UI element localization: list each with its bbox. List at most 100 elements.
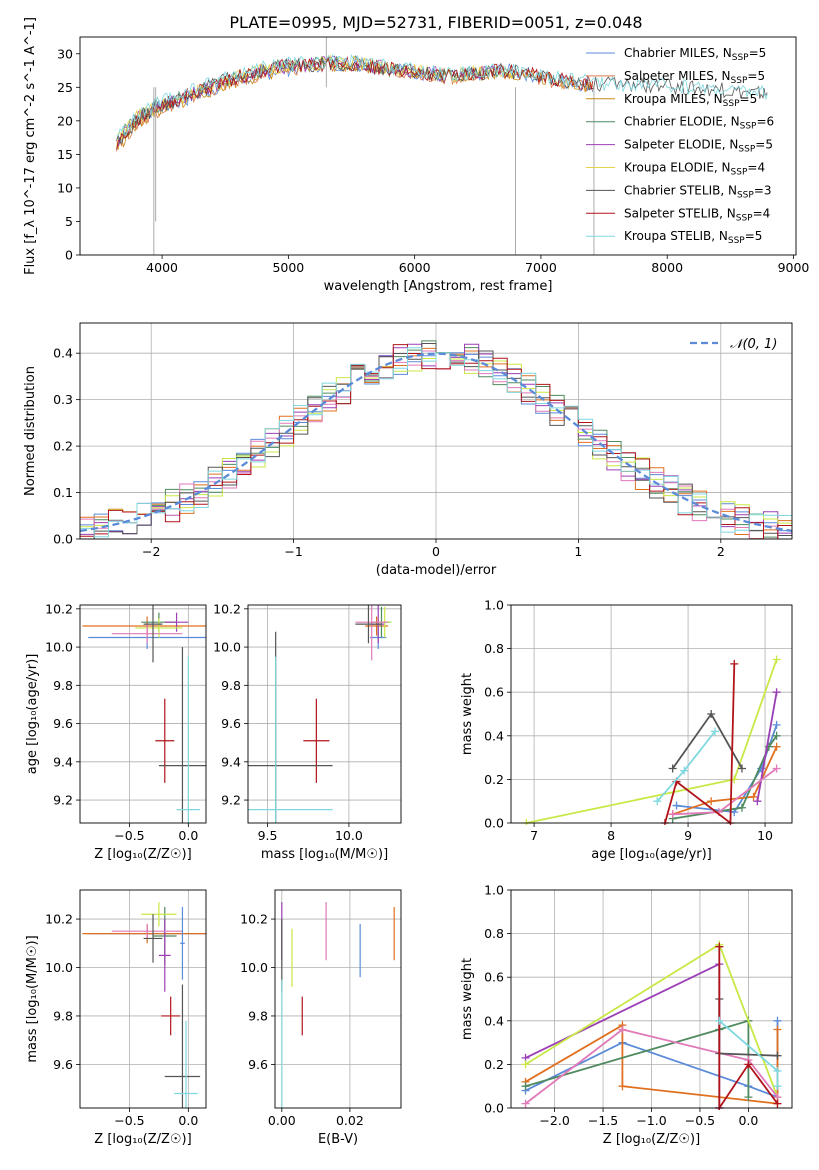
mass-weight-marker bbox=[711, 727, 720, 736]
axes-frame bbox=[510, 889, 793, 1109]
y-tick-label: 9.8 bbox=[53, 1008, 73, 1023]
mass-weight-marker bbox=[668, 764, 677, 773]
mass-weight-series-line bbox=[756, 692, 778, 802]
y-tick-label: 10.0 bbox=[45, 640, 73, 655]
age-vs-metallicity-panel: −0.5 0.0 9.2 9.4 9.6 9.8 10.0 10.2 Z [log₁₀(Z/Z☉… bbox=[25, 601, 207, 862]
mass-weight-marker bbox=[753, 797, 762, 806]
x-tick-label: 2 bbox=[717, 544, 725, 559]
age-vs-mass-panel: 9.5 10.0 9.2 9.4 9.6 9.8 10.0 10.2 mass [log₁₀(M… bbox=[213, 601, 402, 862]
x-axis-label: (data-model)/error bbox=[376, 563, 497, 578]
x-tick-label: 8000 bbox=[651, 260, 683, 275]
legend-entry: Chabrier STELIB, NSSP=3 bbox=[624, 183, 772, 200]
legend-entry: Kroupa MILES, NSSP=5 bbox=[624, 92, 757, 109]
y-tick-label: 1.0 bbox=[484, 883, 504, 898]
mass-weight-marker bbox=[772, 720, 781, 729]
spectrum-series-line bbox=[116, 58, 594, 150]
y-tick-label: 9.6 bbox=[53, 716, 73, 731]
mass-weight-marker bbox=[707, 797, 716, 806]
mass-weight-marker bbox=[773, 1025, 782, 1034]
axes-frame bbox=[79, 36, 797, 256]
y-tick-label: 0.8 bbox=[484, 641, 504, 656]
y-tick-label: 0.2 bbox=[484, 772, 504, 787]
mass-weight-marker bbox=[772, 742, 781, 751]
x-tick-label: −1.5 bbox=[588, 1113, 618, 1128]
mass-weight-marker bbox=[521, 1082, 530, 1091]
x-tick-label: 0.02 bbox=[336, 1113, 364, 1128]
y-tick-label: 20 bbox=[57, 113, 73, 128]
errorbar-points bbox=[82, 902, 206, 1108]
x-tick-label: 6000 bbox=[399, 260, 431, 275]
y-tick-label: 1.0 bbox=[484, 598, 504, 613]
y-tick-label: 10.2 bbox=[45, 601, 73, 616]
x-tick-label: 9.5 bbox=[258, 828, 278, 843]
histogram-series bbox=[80, 340, 792, 539]
histogram-series bbox=[80, 347, 792, 538]
y-tick-label: 9.4 bbox=[53, 754, 73, 769]
x-tick-label: −0.5 bbox=[114, 1113, 144, 1128]
y-tick-label: 0.6 bbox=[484, 685, 504, 700]
x-tick-label: −2.0 bbox=[539, 1113, 569, 1128]
y-tick-label: 9.8 bbox=[221, 678, 241, 693]
mass-weight-marker bbox=[773, 1051, 782, 1060]
gaussian-curve bbox=[80, 352, 792, 533]
mass-weight-marker bbox=[618, 1082, 627, 1091]
y-tick-label: 0 bbox=[65, 248, 73, 263]
y-tick-label: 25 bbox=[57, 80, 73, 95]
axes-frame bbox=[79, 889, 207, 1109]
mass-weight-marker bbox=[772, 764, 781, 773]
x-tick-label: −0.5 bbox=[685, 1113, 715, 1128]
x-axis-label: Z [log₁₀(Z/Z☉)] bbox=[603, 1132, 700, 1147]
legend-entry: Chabrier MILES, NSSP=5 bbox=[624, 46, 766, 63]
mass-weight-marker bbox=[618, 1025, 627, 1034]
axes-frame bbox=[79, 322, 793, 540]
mass-weight-marker bbox=[772, 688, 781, 697]
mass-weight-lines bbox=[522, 655, 781, 825]
y-tick-label: 9.2 bbox=[53, 793, 73, 808]
mass-weight-series-line bbox=[664, 663, 736, 825]
mass-weight-marker bbox=[772, 655, 781, 664]
y-tick-label: 9.8 bbox=[53, 678, 73, 693]
legend-entry: Salpeter ELODIE, NSSP=5 bbox=[624, 138, 773, 155]
legend-entry: Kroupa ELODIE, NSSP=4 bbox=[624, 161, 765, 178]
y-tick-label: 10 bbox=[57, 180, 73, 195]
x-tick-label: 0.0 bbox=[738, 1113, 758, 1128]
x-tick-label: 10 bbox=[757, 828, 773, 843]
x-tick-label: 7 bbox=[530, 828, 538, 843]
legend-entry: 𝒩(0, 1) bbox=[730, 337, 777, 352]
mass-weight-vs-metallicity-panel: −2.0 −1.5 −1.0 −0.5 0.0 0.0 0.2 0.4 0.6 0.8 1.0 Z [… bbox=[460, 883, 793, 1147]
errorbar-points bbox=[248, 605, 392, 823]
errorbar-points bbox=[82, 605, 206, 823]
mass-weight-marker bbox=[737, 764, 746, 773]
y-tick-label: 9.4 bbox=[221, 754, 241, 769]
mass-weight-marker bbox=[672, 801, 681, 810]
mass-weight-marker bbox=[772, 731, 781, 740]
spectrum-panel: 4000 5000 6000 7000 8000 9000 0 5 10 15 20 25 30 wave… bbox=[23, 17, 809, 294]
mass-weight-marker bbox=[521, 1099, 530, 1108]
x-axis-label: mass [log₁₀(M/M☉)] bbox=[261, 847, 388, 862]
mass-weight-marker bbox=[773, 1066, 782, 1075]
mass-weight-series-line bbox=[524, 1028, 779, 1105]
y-tick-label: 0.4 bbox=[484, 728, 504, 743]
legend-entry: Kroupa STELIB, NSSP=5 bbox=[624, 229, 762, 246]
x-tick-label: 0.0 bbox=[178, 828, 198, 843]
y-tick-label: 9.6 bbox=[248, 1057, 268, 1072]
y-tick-label: 10.0 bbox=[240, 960, 268, 975]
mass-weight-series-line bbox=[672, 746, 778, 816]
histogram-series bbox=[80, 347, 792, 539]
axes-frame bbox=[247, 604, 402, 824]
y-tick-label: 9.8 bbox=[248, 1008, 268, 1023]
mass-weight-marker bbox=[653, 797, 662, 806]
y-tick-label: 10.0 bbox=[213, 640, 241, 655]
mass-weight-marker bbox=[773, 1082, 782, 1091]
x-axis-label: Z [log₁₀(Z/Z☉)] bbox=[94, 1132, 191, 1147]
y-tick-label: 9.6 bbox=[221, 716, 241, 731]
x-tick-label: 0.0 bbox=[178, 1113, 198, 1128]
y-tick-label: 0.2 bbox=[484, 1057, 504, 1072]
x-tick-label: 1 bbox=[574, 544, 582, 559]
histogram-series bbox=[80, 343, 792, 539]
legend-entry: Chabrier ELODIE, NSSP=6 bbox=[624, 115, 774, 132]
y-tick-label: 0.2 bbox=[53, 439, 73, 454]
mass-weight-marker bbox=[749, 792, 758, 801]
legend-entry: Salpeter MILES, NSSP=5 bbox=[624, 69, 765, 86]
